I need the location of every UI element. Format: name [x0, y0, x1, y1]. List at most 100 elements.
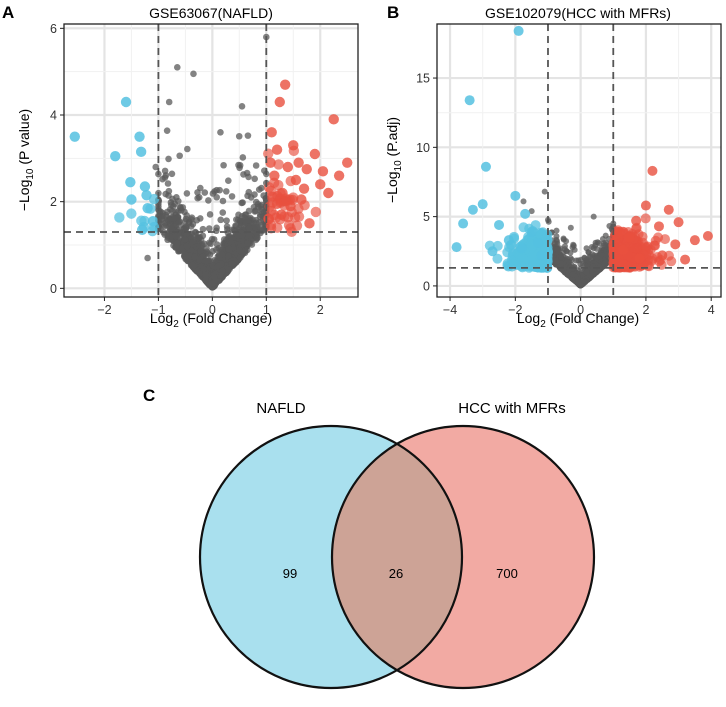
up-point: [647, 165, 658, 176]
ns-point: [197, 247, 204, 255]
ns-point: [239, 154, 247, 161]
ns-point: [161, 174, 169, 181]
down-points-a: [69, 96, 160, 237]
ns-point: [144, 254, 151, 262]
ns-point: [199, 225, 207, 233]
down-point: [487, 246, 498, 257]
ns-point: [183, 243, 191, 251]
up-point: [328, 114, 339, 125]
down-points-b: [451, 25, 553, 273]
ns-point: [174, 207, 182, 215]
plot-border-a: [63, 23, 359, 298]
down-point: [110, 150, 121, 162]
up-point: [647, 253, 658, 264]
chart-title-b: GSE102079(HCC with MFRs): [485, 5, 671, 21]
ns-point: [560, 235, 567, 242]
up-points-b: [608, 165, 713, 273]
venn-count-intersection: 26: [389, 566, 403, 581]
x-ticks-a: −2 −1 0 1 2: [97, 297, 324, 317]
ns-point: [585, 248, 592, 255]
down-point: [467, 204, 478, 215]
up-point: [277, 187, 288, 199]
venn-label-nafld: NAFLD: [256, 400, 305, 417]
up-point: [293, 157, 304, 168]
ns-point: [189, 238, 197, 245]
ns-point: [217, 129, 224, 136]
ns-point: [208, 280, 216, 287]
ns-point: [219, 197, 227, 205]
ns-point: [213, 224, 220, 232]
ns-point: [583, 269, 590, 276]
down-point: [458, 218, 469, 229]
down-point: [513, 25, 524, 36]
up-point: [285, 223, 296, 234]
threshold-lines-b: [437, 24, 721, 297]
up-point: [265, 223, 277, 234]
ns-point: [169, 195, 176, 203]
down-point: [139, 181, 151, 192]
y-tick-label: 15: [416, 72, 430, 86]
up-point: [317, 166, 329, 177]
down-point: [533, 237, 544, 248]
ns-point: [188, 214, 196, 221]
ns-point: [202, 271, 209, 278]
ns-point: [594, 239, 601, 246]
panel-label-c: C: [143, 386, 155, 405]
up-point: [282, 161, 294, 173]
threshold-lines-a: [64, 24, 358, 297]
ns-point: [236, 164, 243, 172]
down-point: [541, 241, 552, 252]
up-point: [274, 96, 285, 108]
up-point: [333, 170, 345, 181]
ns-point: [205, 225, 213, 232]
up-point: [315, 179, 326, 190]
ns-point: [569, 275, 576, 282]
up-point: [634, 253, 645, 264]
x-axis-label-b: Log2 (Fold Change): [517, 310, 639, 330]
ns-point: [162, 211, 170, 219]
x-tick-label: 0: [577, 303, 584, 317]
ns-point: [164, 180, 172, 187]
ns-point: [184, 145, 191, 153]
down-point: [520, 208, 531, 219]
ns-point: [238, 103, 246, 110]
ns-point: [236, 247, 243, 254]
ns-point: [181, 236, 189, 243]
ns-point: [179, 204, 187, 211]
up-point: [631, 223, 642, 234]
ns-point: [174, 239, 181, 247]
ns-point: [541, 188, 548, 195]
venn-diagram: C NAFLD HCC with MFRs 99 26 700: [143, 386, 596, 690]
ns-point: [552, 257, 559, 264]
up-point: [304, 218, 315, 229]
down-point: [510, 190, 521, 201]
ns-point: [246, 224, 253, 232]
y-tick-label: 6: [50, 22, 57, 36]
ns-point: [251, 175, 258, 183]
ns-point: [225, 245, 233, 253]
y-tick-label: 4: [50, 109, 57, 123]
up-point: [640, 200, 651, 211]
up-point: [310, 206, 322, 218]
up-point: [689, 235, 700, 246]
ns-point: [255, 219, 263, 226]
up-point: [663, 204, 674, 215]
up-point: [642, 260, 653, 271]
up-point: [637, 231, 648, 242]
ns-point: [567, 224, 574, 231]
ns-point: [200, 265, 207, 273]
ns-point: [223, 223, 231, 230]
ns-point: [558, 253, 565, 260]
y-axis-label-b: −Log10 (P.adj): [384, 117, 404, 203]
down-point: [516, 261, 527, 272]
down-point: [480, 161, 491, 172]
ns-point: [176, 152, 183, 160]
y-tick-label: 10: [416, 141, 430, 155]
ns-point: [251, 223, 259, 231]
up-point: [640, 213, 651, 224]
down-point: [135, 146, 147, 158]
down-point: [126, 208, 137, 219]
up-point: [288, 140, 299, 151]
ns-point: [182, 223, 189, 231]
ns-point: [211, 273, 218, 281]
